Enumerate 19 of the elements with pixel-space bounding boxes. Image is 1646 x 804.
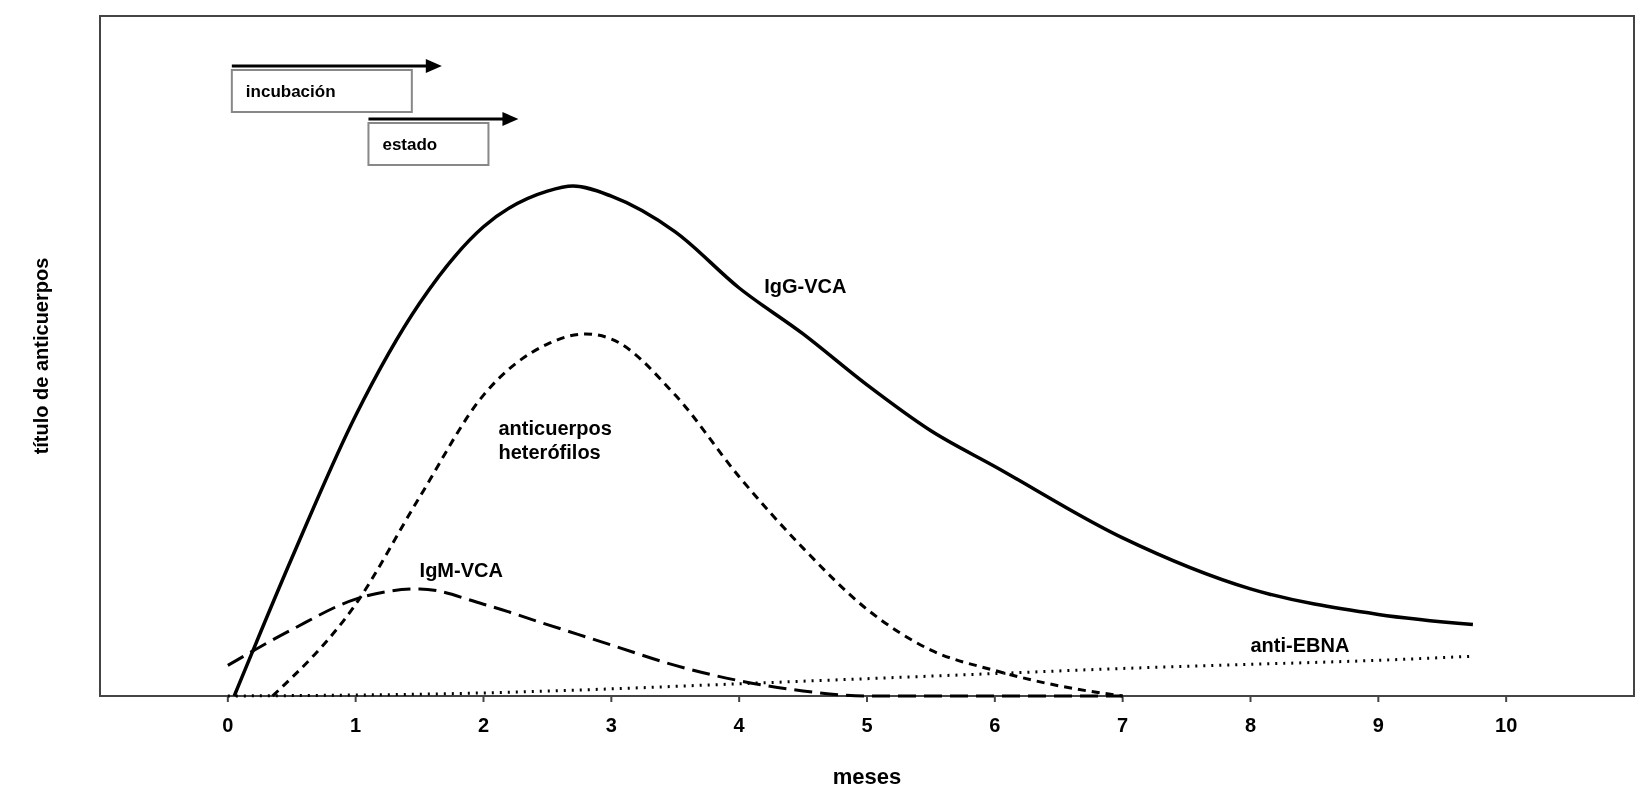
text: estado [382, 135, 438, 154]
x-tick-label: 7 [1117, 714, 1129, 736]
x-tick-label: 2 [477, 714, 490, 736]
series-label: anti-EBNA [1250, 634, 1350, 657]
series-label: IgG-VCA [764, 275, 847, 297]
x-tick-label: 8 [1244, 714, 1257, 736]
x-tick-label: 4 [733, 714, 746, 736]
x-tick-label: 10 [1495, 714, 1518, 736]
y-axis-title: título de anticuerpos [30, 257, 52, 455]
series-label: IgM-VCA [419, 558, 503, 581]
x-tick-label: 9 [1372, 714, 1384, 736]
x-tick-label: 0 [222, 714, 234, 736]
x-tick-label: 5 [861, 714, 873, 736]
x-tick-label: 1 [350, 714, 362, 736]
text: incubación [245, 82, 336, 101]
series-label: anticuerpos heterófilos [498, 417, 612, 464]
x-axis-title: meses [832, 764, 902, 789]
x-tick-label: 6 [989, 714, 1001, 736]
x-tick-label: 3 [605, 714, 617, 736]
